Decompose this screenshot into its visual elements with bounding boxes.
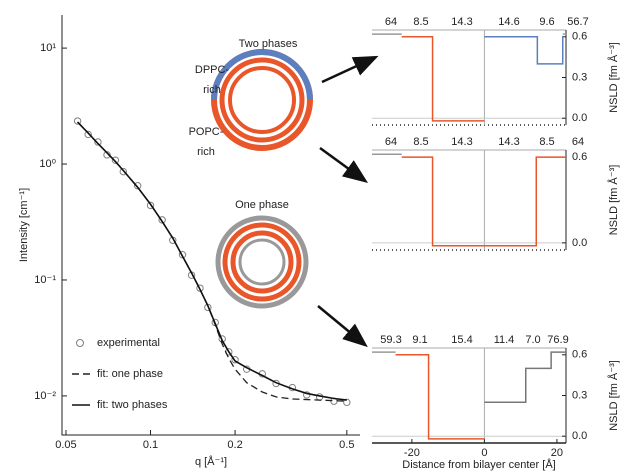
layer-label: 76.9 (547, 334, 568, 346)
nsld-profile (402, 157, 485, 246)
annotation: rich (197, 146, 215, 158)
layer-label: 15.4 (451, 334, 472, 346)
x-tick-label: 0.05 (55, 439, 76, 451)
layer-label: 14.3 (451, 16, 472, 28)
x-tick-label: -20 (404, 447, 420, 459)
nsld-profile (484, 352, 566, 402)
layer-label: 64 (385, 16, 397, 28)
nsld-profile (396, 355, 485, 439)
layer-label: 56.7 (567, 16, 588, 28)
y-tick-label: 0.6 (572, 349, 587, 361)
y-tick-label: 0.0 (572, 237, 587, 249)
y-axis-label: NSLD [fm Å⁻³] (607, 360, 620, 431)
x-axis-label: q [Å⁻¹] (195, 455, 227, 468)
layer-label: 14.6 (498, 16, 519, 28)
legend-label: fit: two phases (97, 399, 168, 411)
layer-label: 64 (572, 136, 584, 148)
annotation: One phase (235, 199, 289, 211)
x-tick-label: 0 (481, 447, 487, 459)
nsld-profile (484, 157, 566, 246)
y-tick-label: 10⁻² (34, 390, 56, 402)
one-phase-vesicle (218, 218, 306, 306)
legend-marker (77, 340, 84, 347)
nsld-profile (402, 37, 485, 121)
layer-label: 14.3 (498, 136, 519, 148)
annotation: DPPC- (195, 64, 230, 76)
y-axis-label: Intensity [cm⁻¹] (18, 188, 30, 262)
legend-label: experimental (97, 337, 160, 349)
y-tick-label: 10⁰ (39, 158, 56, 170)
x-axis-label: Distance from bilayer center [Å] (402, 458, 555, 471)
layer-label: 8.5 (539, 136, 554, 148)
arrows (318, 58, 374, 344)
layer-label: 9.6 (539, 16, 554, 28)
y-tick-label: 0.3 (572, 71, 587, 83)
x-tick-label: 0.1 (143, 439, 158, 451)
layer-label: 7.0 (525, 334, 540, 346)
layer-label: 9.1 (412, 334, 427, 346)
nsld-profile (484, 37, 562, 64)
layer-label: 8.5 (413, 136, 428, 148)
y-tick-label: 0.3 (572, 389, 587, 401)
legend-label: fit: one phase (97, 368, 163, 380)
y-tick-label: 10⁻¹ (34, 274, 56, 286)
x-tick-label: 0.5 (339, 439, 354, 451)
layer-label: 8.5 (413, 16, 428, 28)
layer-label: 59.3 (380, 334, 401, 346)
data-point (74, 118, 80, 124)
layer-label: 64 (385, 136, 397, 148)
layer-label: 14.3 (451, 136, 472, 148)
y-tick-label: 0.6 (572, 31, 587, 43)
figure: 10⁻² 10⁻¹ 10⁰ 10¹ 0.05 0.1 0.2 0.5 q [Å⁻¹] Intens… (0, 0, 627, 473)
y-axis-label: NSLD [fm Å⁻³] (607, 165, 620, 236)
x-tick-label: 20 (551, 447, 563, 459)
x-tick-label: 0.2 (227, 439, 242, 451)
y-tick-label: 0.0 (572, 112, 587, 124)
annotation: rich (203, 84, 221, 96)
annotation: POPC- (189, 126, 224, 138)
y-tick-label: 0.0 (572, 430, 587, 442)
y-tick-label: 10¹ (40, 42, 56, 54)
y-tick-label: 0.6 (572, 151, 587, 163)
annotation: Two phases (239, 38, 298, 50)
y-axis-label: NSLD [fm Å⁻³] (607, 42, 620, 113)
layer-label: 11.4 (494, 334, 515, 346)
